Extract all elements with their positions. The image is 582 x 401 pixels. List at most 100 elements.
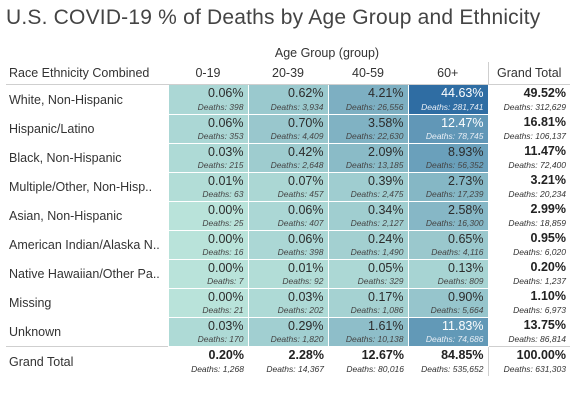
row-total-cell: 49.52% Deaths: 312,629 xyxy=(487,84,570,114)
percent-label: 16.81% xyxy=(523,115,566,129)
heatmap-cell: 2.73% Deaths: 17,239 xyxy=(407,171,489,202)
percent-label: 0.20% xyxy=(208,348,244,362)
deaths-label: Deaths: 631,303 xyxy=(503,364,566,374)
deaths-label: Deaths: 281,741 xyxy=(421,101,484,112)
percent-label: 0.03% xyxy=(208,318,244,333)
heatmap-cell: 0.00% Deaths: 16 xyxy=(167,229,249,260)
deaths-label: Deaths: 398 xyxy=(197,101,244,112)
percent-label: 49.52% xyxy=(523,86,566,100)
percent-label: 0.01% xyxy=(288,260,324,275)
percent-label: 0.06% xyxy=(288,231,324,246)
table-row: Unknown 0.03% Deaths: 170 0.29% Deaths: 1,82… xyxy=(6,316,570,347)
deaths-label: Deaths: 2,648 xyxy=(270,159,324,170)
row-total-cell: 13.75% Deaths: 86,814 xyxy=(487,317,570,347)
header-row: Race Ethnicity Combined 0-19 20-39 40-59… xyxy=(6,62,570,85)
column-header: 60+ xyxy=(408,62,488,85)
deaths-label: Deaths: 457 xyxy=(277,188,324,199)
deaths-label: Deaths: 535,652 xyxy=(421,364,484,374)
percent-label: 0.03% xyxy=(208,144,244,159)
heatmap-cell: 0.34% Deaths: 2,127 xyxy=(327,200,409,231)
percent-label: 2.73% xyxy=(448,173,484,188)
percent-label: 0.29% xyxy=(288,318,324,333)
percent-label: 0.42% xyxy=(288,144,324,159)
deaths-label: Deaths: 7 xyxy=(207,275,244,286)
deaths-label: Deaths: 21 xyxy=(202,304,244,315)
percent-label: 1.61% xyxy=(368,318,404,333)
percent-label: 0.62% xyxy=(288,86,324,100)
percent-label: 0.20% xyxy=(530,260,566,274)
overall-total-cell: 100.00% Deaths: 631,303 xyxy=(487,346,570,376)
heatmap-cell: 0.06% Deaths: 398 xyxy=(247,229,329,260)
percent-label: 0.03% xyxy=(288,289,324,304)
percent-label: 0.05% xyxy=(368,260,404,275)
row-header: Race Ethnicity Combined xyxy=(6,62,168,85)
heatmap-cell: 0.62% Deaths: 3,934 xyxy=(247,84,329,115)
heatmap-cell: 0.17% Deaths: 1,086 xyxy=(327,287,409,318)
percent-label: 0.00% xyxy=(208,202,244,217)
grand-total-header: Grand Total xyxy=(487,62,570,85)
deaths-label: Deaths: 5,664 xyxy=(430,304,484,315)
heatmap-cell: 0.07% Deaths: 457 xyxy=(247,171,329,202)
percent-label: 4.21% xyxy=(368,86,404,100)
row-label: Asian, Non-Hispanic xyxy=(9,208,123,223)
heatmap-cell: 0.13% Deaths: 809 xyxy=(407,258,489,289)
deaths-label: Deaths: 92 xyxy=(282,275,324,286)
percent-label: 0.06% xyxy=(208,86,244,100)
row-label: Multiple/Other, Non-Hisp.. xyxy=(9,179,153,194)
table-row: Multiple/Other, Non-Hisp.. 0.01% Deaths: 6… xyxy=(6,171,570,202)
deaths-label: Deaths: 809 xyxy=(437,275,484,286)
column-header: 0-19 xyxy=(168,62,248,85)
percent-label: 0.95% xyxy=(530,231,566,245)
percent-label: 1.10% xyxy=(530,289,566,303)
table-body: White, Non-Hispanic 0.06% Deaths: 398 0.62%… xyxy=(6,84,570,376)
row-label: American Indian/Alaska N.. xyxy=(9,237,160,252)
heatmap-cell: 0.03% Deaths: 202 xyxy=(247,287,329,318)
deaths-label: Deaths: 25 xyxy=(202,217,244,228)
percent-label: 0.00% xyxy=(208,289,244,304)
deaths-label: Deaths: 2,127 xyxy=(350,217,404,228)
percent-label: 44.63% xyxy=(441,86,484,100)
heatmap-table: Race Ethnicity Combined 0-19 20-39 40-59… xyxy=(6,62,570,376)
heatmap-cell: 0.70% Deaths: 4,409 xyxy=(247,113,329,144)
column-group-label: Age Group (group) xyxy=(274,46,380,60)
percent-label: 2.28% xyxy=(288,348,324,362)
table-row: Asian, Non-Hispanic 0.00% Deaths: 25 0.06% D… xyxy=(6,200,570,231)
percent-label: 8.93% xyxy=(448,144,484,159)
deaths-label: Deaths: 353 xyxy=(197,130,244,141)
row-total-cell: 3.21% Deaths: 20,234 xyxy=(487,172,570,201)
deaths-label: Deaths: 215 xyxy=(197,159,244,170)
percent-label: 12.67% xyxy=(361,348,404,362)
row-label: Hispanic/Latino xyxy=(9,121,95,136)
deaths-label: Deaths: 16 xyxy=(202,246,244,257)
heatmap-cell: 0.01% Deaths: 92 xyxy=(247,258,329,289)
heatmap-cell: 12.47% Deaths: 78,745 xyxy=(407,113,489,144)
deaths-label: Deaths: 26,556 xyxy=(345,101,404,112)
heatmap-cell: 0.03% Deaths: 215 xyxy=(167,142,249,173)
row-total-cell: 2.99% Deaths: 18,859 xyxy=(487,201,570,230)
deaths-label: Deaths: 312,629 xyxy=(503,102,566,112)
heatmap-cell: 0.01% Deaths: 63 xyxy=(167,171,249,202)
heatmap-cell: 2.58% Deaths: 16,300 xyxy=(407,200,489,231)
row-label: White, Non-Hispanic xyxy=(9,92,123,107)
heatmap-cell: 0.06% Deaths: 407 xyxy=(247,200,329,231)
heatmap-cell: 3.58% Deaths: 22,630 xyxy=(327,113,409,144)
deaths-label: Deaths: 407 xyxy=(277,217,324,228)
heatmap-cell: 0.24% Deaths: 1,490 xyxy=(327,229,409,260)
heatmap-cell: 0.42% Deaths: 2,648 xyxy=(247,142,329,173)
column-total-cell: 0.20% Deaths: 1,268 xyxy=(168,346,248,376)
heatmap-cell: 8.93% Deaths: 56,352 xyxy=(407,142,489,173)
heatmap-cell: 44.63% Deaths: 281,741 xyxy=(407,84,489,115)
percent-label: 0.90% xyxy=(448,289,484,304)
column-header: 20-39 xyxy=(248,62,328,85)
table-row: American Indian/Alaska N.. 0.00% Deaths: 1… xyxy=(6,229,570,260)
heatmap-cell: 0.39% Deaths: 2,475 xyxy=(327,171,409,202)
percent-label: 0.39% xyxy=(368,173,404,188)
deaths-label: Deaths: 18,859 xyxy=(508,218,566,228)
table-row: Hispanic/Latino 0.06% Deaths: 353 0.70% Deat… xyxy=(6,113,570,144)
row-label: Unknown xyxy=(9,324,62,339)
heatmap-cell: 1.61% Deaths: 10,138 xyxy=(327,316,409,347)
heatmap-cell: 0.00% Deaths: 7 xyxy=(167,258,249,289)
column-total-cell: 84.85% Deaths: 535,652 xyxy=(408,346,488,376)
percent-label: 84.85% xyxy=(441,348,484,362)
heatmap-cell: 2.09% Deaths: 13,185 xyxy=(327,142,409,173)
